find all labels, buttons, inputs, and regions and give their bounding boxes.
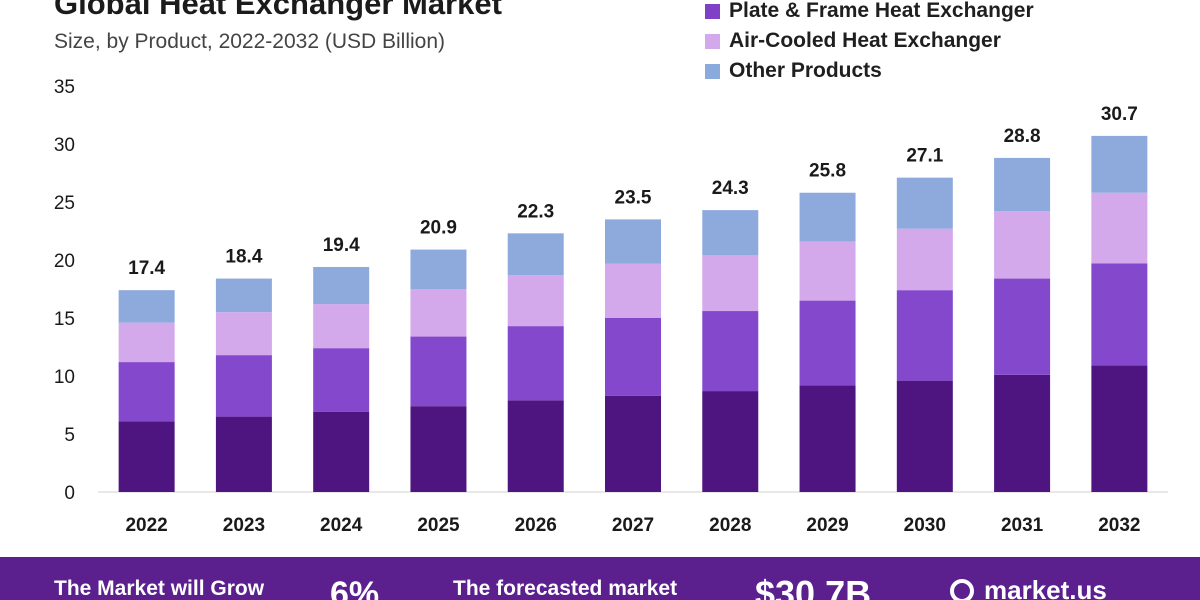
bar-segment (507, 233, 564, 276)
total-data-label: 30.7 (1101, 104, 1138, 125)
banner-forecast-value: $30.7B (755, 573, 872, 600)
x-tick-label: 2022 (125, 515, 167, 536)
total-data-label: 24.3 (712, 178, 749, 199)
bar-segment (994, 374, 1051, 492)
bar-segment (994, 278, 1051, 375)
bar-segment (1091, 135, 1148, 193)
bar-segment (215, 416, 272, 492)
bar-segment (896, 228, 953, 291)
bar-segment (118, 362, 175, 422)
bar-segment (313, 266, 370, 305)
footer-banner: The Market will Grow 6% The forecasted m… (0, 557, 1200, 600)
bar-segment (896, 380, 953, 492)
y-tick-label: 0 (64, 483, 75, 504)
x-tick-label: 2031 (1001, 515, 1044, 536)
x-tick-label: 2032 (1098, 515, 1140, 536)
x-tick-label: 2026 (515, 515, 557, 536)
legend-swatch (705, 63, 720, 79)
x-tick-label: 2024 (320, 515, 363, 536)
logo-icon (950, 578, 974, 600)
bar-segment (799, 385, 856, 492)
bar-segment (702, 391, 759, 492)
total-data-label: 25.8 (809, 161, 846, 182)
legend-swatch (705, 33, 720, 49)
brand-logo: market.us (950, 575, 1107, 600)
y-tick-label: 25 (54, 193, 75, 214)
bar-segment (799, 192, 856, 242)
bar-segment (410, 249, 467, 289)
legend-label: Air-Cooled Heat Exchanger (729, 29, 1001, 52)
bar-segment (215, 278, 272, 313)
legend-swatch (705, 3, 720, 19)
total-data-label: 28.8 (1004, 126, 1041, 147)
bar-segment (215, 312, 272, 356)
bar-segment (1091, 263, 1148, 366)
stacked-bar-chart: 0510152025303517.4202218.4202319.4202420… (54, 77, 1168, 536)
bar-segment (118, 322, 175, 363)
y-tick-label: 5 (64, 425, 75, 446)
bar-segment (896, 290, 953, 381)
bar-segment (410, 336, 467, 407)
bar-segment (702, 210, 759, 256)
bar-segment (118, 421, 175, 492)
bar-segment (994, 211, 1051, 279)
banner-grow-text: The Market will Grow (54, 577, 265, 600)
x-tick-label: 2027 (612, 515, 654, 536)
bar-segment (507, 275, 564, 327)
x-tick-label: 2030 (904, 515, 946, 536)
bar-segment (118, 290, 175, 323)
bar-segment (994, 157, 1051, 212)
chart-title: Global Heat Exchanger Market (54, 0, 502, 21)
x-tick-label: 2023 (223, 515, 265, 536)
bar-segment (215, 355, 272, 417)
bar-segment (410, 406, 467, 492)
bar-segment (799, 300, 856, 386)
bar-segment (605, 219, 661, 264)
bar-segment (1091, 192, 1148, 264)
legend-item-air-cooled: Air-Cooled Heat Exchanger (705, 26, 1034, 56)
bar-segment (799, 241, 856, 301)
banner-forecast-text: The forecasted market (453, 577, 678, 600)
bar-segment (410, 289, 467, 337)
total-data-label: 23.5 (615, 187, 652, 208)
x-tick-label: 2028 (709, 515, 751, 536)
y-tick-label: 10 (54, 367, 75, 388)
bar-segment (1091, 365, 1148, 492)
x-tick-label: 2025 (417, 515, 460, 536)
bar-segment (507, 326, 564, 401)
legend-label: Other Products (729, 59, 882, 82)
y-tick-label: 30 (54, 135, 75, 156)
bar-segment (507, 400, 564, 492)
bar-segment (702, 255, 759, 312)
chart-subtitle: Size, by Product, 2022-2032 (USD Billion… (54, 30, 446, 53)
y-tick-label: 20 (54, 251, 75, 272)
bar-segment (313, 304, 370, 349)
legend: Plate & Frame Heat Exchanger Air-Cooled … (705, 0, 1034, 86)
bar-segment (702, 311, 759, 392)
bar-segment (605, 318, 661, 396)
y-tick-label: 35 (54, 77, 75, 98)
x-tick-label: 2029 (806, 515, 848, 536)
bar-segment (605, 263, 661, 318)
total-data-label: 20.9 (420, 218, 457, 239)
banner-growth-rate: 6% (330, 575, 380, 600)
bar-segment (313, 348, 370, 412)
bar-segment (313, 411, 370, 492)
total-data-label: 22.3 (517, 201, 554, 222)
bar-segment (896, 177, 953, 229)
legend-item-other-products: Other Products (705, 56, 1034, 86)
bar-segment (605, 395, 661, 492)
legend-item-plate-frame: Plate & Frame Heat Exchanger (705, 0, 1034, 26)
total-data-label: 18.4 (225, 247, 262, 268)
y-tick-label: 15 (54, 309, 75, 330)
total-data-label: 17.4 (128, 258, 165, 279)
total-data-label: 19.4 (323, 235, 360, 256)
total-data-label: 27.1 (906, 146, 943, 167)
legend-label: Plate & Frame Heat Exchanger (729, 0, 1034, 22)
logo-text: market.us (984, 575, 1107, 600)
